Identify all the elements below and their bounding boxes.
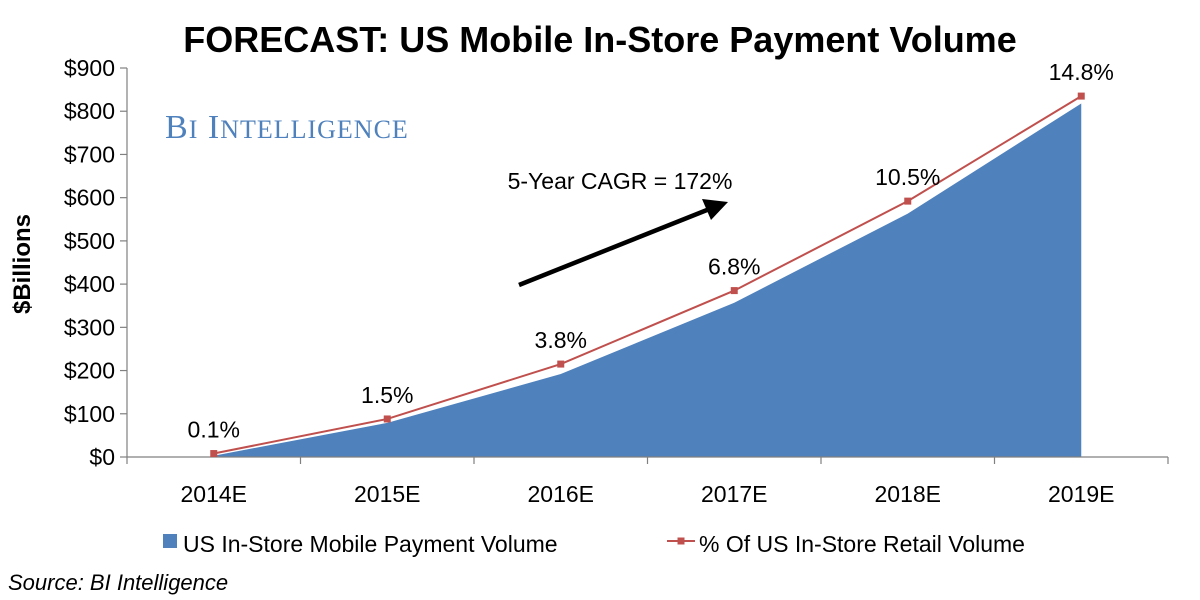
y-tick-label: $0 xyxy=(89,444,115,470)
chart-title: FORECAST: US Mobile In-Store Payment Vol… xyxy=(183,19,1016,60)
data-label: 0.1% xyxy=(188,417,240,443)
legend: US In-Store Mobile Payment Volume % Of US… xyxy=(163,531,1025,557)
source-note: Source: BI Intelligence xyxy=(8,570,228,595)
area-us-in-store-mobile-payment-volume xyxy=(213,103,1082,457)
cagr-arrow-shaft xyxy=(518,205,713,288)
y-tick-label: $500 xyxy=(64,228,115,254)
legend-label-area: US In-Store Mobile Payment Volume xyxy=(183,531,558,557)
y-tick-label: $100 xyxy=(64,401,115,427)
data-label: 14.8% xyxy=(1049,59,1114,85)
data-label: 10.5% xyxy=(875,164,940,190)
line-point xyxy=(210,450,218,458)
legend-swatch-area xyxy=(163,534,177,548)
cagr-annotation-text: 5-Year CAGR = 172% xyxy=(508,168,733,194)
legend-label-line: % Of US In-Store Retail Volume xyxy=(699,531,1025,557)
data-label: 6.8% xyxy=(708,254,760,280)
x-tick-label: 2017E xyxy=(701,481,768,507)
x-tick-label: 2014E xyxy=(180,481,247,507)
y-tick-label: $400 xyxy=(64,271,115,297)
line-point xyxy=(1077,92,1085,100)
y-tick-label: $600 xyxy=(64,185,115,211)
plot-area: $0 $100 $200 $300 $400 $500 $600 $700 $800 $900 20… xyxy=(64,55,1169,507)
cagr-arrow-head xyxy=(702,199,728,220)
y-tick-label: $300 xyxy=(64,314,115,340)
cagr-annotation: 5-Year CAGR = 172% xyxy=(508,168,733,288)
y-axis-label: $Billions xyxy=(9,214,36,314)
legend-swatch-marker xyxy=(677,537,685,545)
line-point xyxy=(383,415,391,423)
x-tick-label: 2015E xyxy=(354,481,421,507)
x-tick-label: 2018E xyxy=(874,481,941,507)
data-label: 3.8% xyxy=(535,327,587,353)
x-tick-label: 2016E xyxy=(527,481,594,507)
line-pct-us-in-store-retail-volume xyxy=(213,95,1082,455)
line-point xyxy=(557,360,565,368)
line-point xyxy=(904,197,912,205)
line-point xyxy=(730,287,738,295)
watermark-text: BI INTELLIGENCE xyxy=(165,109,409,146)
watermark: BI INTELLIGENCE xyxy=(165,109,409,146)
data-label: 1.5% xyxy=(361,382,413,408)
y-tick-label: $900 xyxy=(64,55,115,81)
x-tick-label: 2019E xyxy=(1048,481,1115,507)
y-tick-label: $800 xyxy=(64,98,115,124)
y-tick-label: $700 xyxy=(64,141,115,167)
y-tick-label: $200 xyxy=(64,358,115,384)
